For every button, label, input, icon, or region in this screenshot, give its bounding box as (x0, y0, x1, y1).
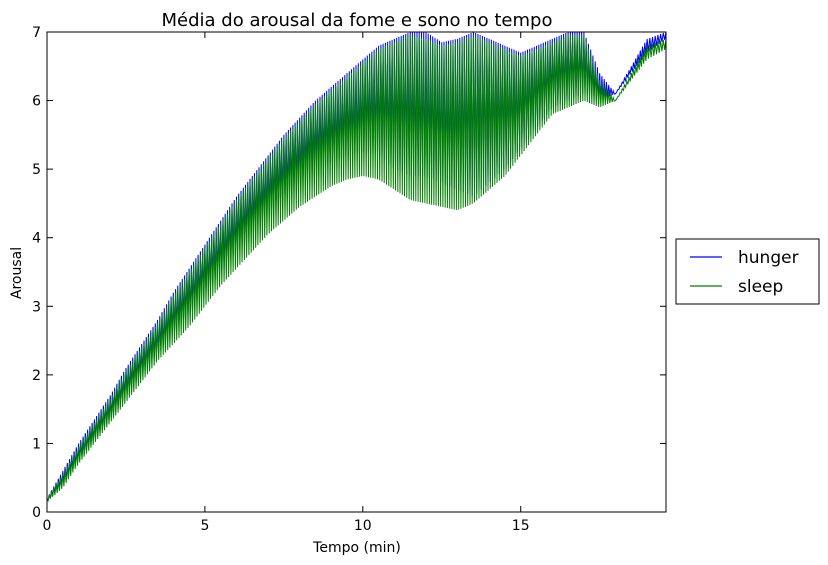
y-tick-label: 0 (32, 505, 41, 521)
x-tick-label: 15 (512, 518, 530, 534)
x-tick-label: 10 (354, 518, 372, 534)
chart-title: Média do arousal da fome e sono no tempo (162, 10, 553, 31)
y-tick-label: 3 (32, 299, 41, 315)
axis-ticks: 0 5 10 15 0 1 2 3 4 5 6 7 (32, 25, 666, 534)
legend-box (675, 238, 820, 305)
y-axis-label: Arousal (9, 247, 25, 299)
x-tick-label: 0 (43, 518, 52, 534)
y-tick-label: 6 (32, 94, 41, 110)
legend: hunger sleep (675, 238, 820, 305)
plot-area (46, 31, 667, 503)
x-axis-label: Tempo (min) (312, 540, 401, 556)
y-tick-label: 2 (32, 368, 41, 384)
plot-frame (46, 31, 667, 513)
y-tick-label: 4 (32, 231, 41, 247)
legend-label-hunger: hunger (738, 248, 799, 268)
y-tick-label: 5 (32, 162, 41, 178)
y-tick-label: 7 (32, 25, 41, 41)
series-line-sleep (46, 35, 667, 503)
legend-label-sleep: sleep (738, 277, 783, 297)
x-tick-label: 5 (200, 518, 209, 534)
y-tick-label: 1 (32, 436, 41, 452)
